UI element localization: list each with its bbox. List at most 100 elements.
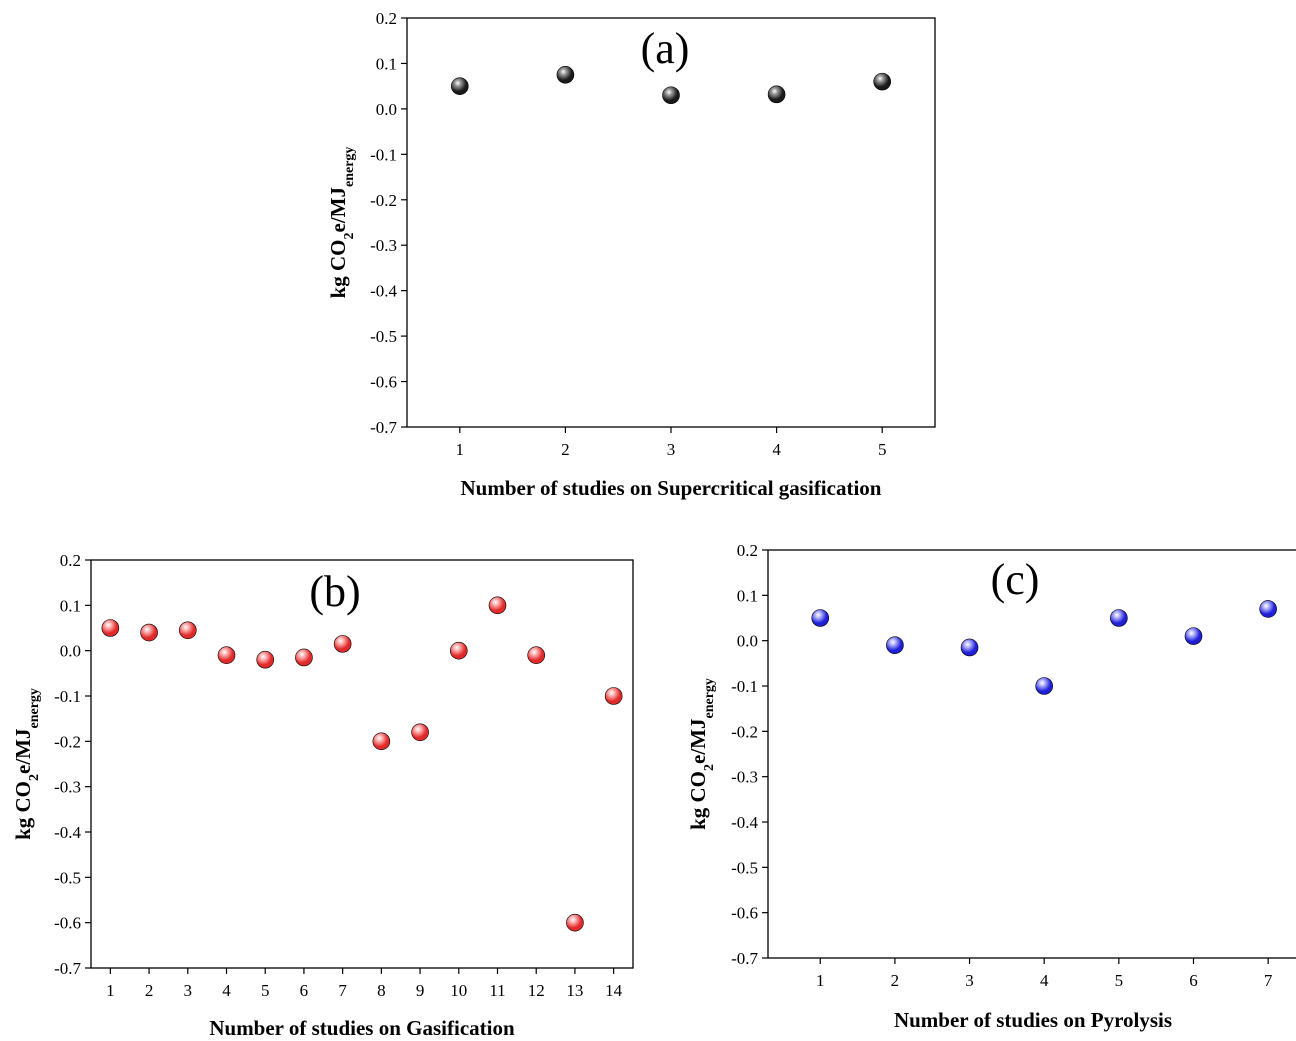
panel-label: (b) — [309, 567, 360, 616]
y-tick-label: -0.6 — [54, 914, 81, 933]
y-tick-label: -0.1 — [370, 145, 397, 164]
data-point — [1035, 677, 1053, 695]
data-point — [556, 66, 575, 84]
data-point — [886, 636, 904, 655]
x-tick-label: 5 — [261, 981, 270, 1000]
x-tick-label: 1 — [106, 981, 115, 1000]
x-tick-label: 6 — [300, 981, 309, 1000]
y-tick-label: 0.1 — [60, 596, 81, 615]
data-point — [604, 687, 623, 705]
y-tick-label: -0.3 — [731, 768, 758, 787]
plot-frame — [767, 549, 1296, 959]
data-point — [488, 596, 507, 615]
x-tick-label: 2 — [561, 440, 570, 459]
y-tick-label: -0.5 — [54, 868, 81, 887]
y-tick-label: 0.0 — [60, 642, 81, 661]
data-point — [333, 635, 352, 653]
data-point — [527, 646, 546, 665]
y-tick-label: -0.6 — [731, 904, 758, 923]
plot-frame — [90, 559, 634, 969]
y-tick-label: 0.1 — [737, 586, 758, 605]
scatter-points — [450, 66, 892, 105]
y-axis-ticks: 0.2 0.1 0.0 -0.1 -0.2 -0.3 -0.4 -0.5 -0.6 -0.7 — [731, 541, 768, 968]
y-tick-label: -0.6 — [370, 373, 397, 392]
y-axis-title: kg CO2e/MJenergy — [326, 147, 357, 299]
data-point — [449, 641, 468, 660]
x-tick-label: 2 — [145, 981, 154, 1000]
x-tick-label: 11 — [489, 981, 505, 1000]
data-point — [101, 619, 120, 637]
y-axis-ticks: 0.2 0.1 0.0 -0.1 -0.2 -0.3 -0.4 -0.5 -0.6 -0.7 — [370, 9, 407, 437]
y-axis-title: kg CO2e/MJenergy — [11, 688, 42, 840]
y-tick-label: -0.7 — [370, 418, 397, 437]
y-tick-label: -0.5 — [731, 858, 758, 877]
plot-frame — [406, 17, 936, 428]
y-tick-label: -0.1 — [54, 687, 81, 706]
data-point — [1259, 600, 1277, 618]
x-axis-title: Number of studies on Supercritical gasif… — [461, 476, 882, 500]
x-tick-label: 5 — [878, 440, 887, 459]
y-tick-label: 0.2 — [376, 9, 397, 28]
data-point — [450, 77, 469, 95]
x-tick-label: 7 — [1264, 971, 1273, 990]
x-tick-label: 3 — [184, 981, 193, 1000]
scatter-points — [811, 600, 1277, 695]
x-tick-label: 3 — [965, 971, 974, 990]
y-tick-label: -0.4 — [54, 823, 81, 842]
y-tick-label: -0.4 — [731, 813, 758, 832]
data-point — [217, 646, 236, 665]
x-tick-label: 2 — [891, 971, 900, 990]
y-tick-label: -0.2 — [54, 732, 81, 751]
x-axis-title: Number of studies on Pyrolysis — [894, 1008, 1172, 1032]
y-tick-label: 0.2 — [737, 541, 758, 560]
x-tick-label: 1 — [816, 971, 825, 990]
data-point — [372, 732, 391, 751]
x-tick-label: 6 — [1189, 971, 1198, 990]
y-tick-label: 0.1 — [376, 54, 397, 73]
y-axis-title: kg CO2e/MJenergy — [686, 678, 717, 830]
data-point — [566, 913, 584, 932]
data-point — [411, 723, 429, 742]
panel-label: (a) — [641, 24, 690, 73]
data-point — [873, 72, 892, 91]
x-tick-label: 4 — [222, 981, 231, 1000]
x-tick-label: 12 — [528, 981, 545, 1000]
x-axis-ticks: 1 2 3 4 5 6 7 8 9 10 11 12 13 14 — [106, 968, 623, 1000]
y-tick-label: -0.1 — [731, 677, 758, 696]
x-axis-ticks: 1 2 3 4 5 6 7 — [816, 958, 1273, 990]
chart-panel-c: 0.2 0.1 0.0 -0.1 -0.2 -0.3 -0.4 -0.5 -0.6 -0.7 1 2… — [686, 541, 1296, 1032]
panel-label: (c) — [991, 555, 1040, 604]
x-axis-title: Number of studies on Gasification — [209, 1016, 515, 1040]
data-point — [256, 650, 275, 669]
data-point — [140, 623, 158, 642]
data-point — [1110, 609, 1128, 627]
y-tick-label: -0.7 — [731, 949, 758, 968]
y-tick-label: 0.0 — [737, 632, 758, 651]
data-point — [960, 638, 979, 657]
y-tick-label: 0.0 — [376, 100, 397, 119]
data-point — [811, 609, 830, 627]
x-tick-label: 9 — [416, 981, 425, 1000]
scatter-points — [101, 596, 623, 932]
data-point — [1184, 627, 1203, 645]
y-tick-label: -0.2 — [370, 191, 397, 210]
x-tick-label: 7 — [338, 981, 347, 1000]
chart-panel-a: 0.2 0.1 0.0 -0.1 -0.2 -0.3 -0.4 -0.5 -0.6 -0.7 1 2… — [326, 9, 936, 500]
x-tick-label: 4 — [1040, 971, 1049, 990]
x-tick-label: 10 — [450, 981, 467, 1000]
y-tick-label: -0.5 — [370, 327, 397, 346]
x-tick-label: 8 — [377, 981, 386, 1000]
data-point — [178, 621, 197, 640]
y-tick-label: -0.7 — [54, 959, 81, 978]
y-tick-label: -0.3 — [370, 236, 397, 255]
y-tick-label: -0.2 — [731, 722, 758, 741]
x-tick-label: 3 — [667, 440, 676, 459]
x-tick-label: 1 — [456, 440, 465, 459]
y-tick-label: -0.4 — [370, 282, 397, 301]
x-tick-label: 14 — [605, 981, 623, 1000]
data-point — [295, 648, 313, 667]
data-point — [767, 85, 786, 104]
x-axis-ticks: 1 2 3 4 5 — [456, 427, 887, 459]
